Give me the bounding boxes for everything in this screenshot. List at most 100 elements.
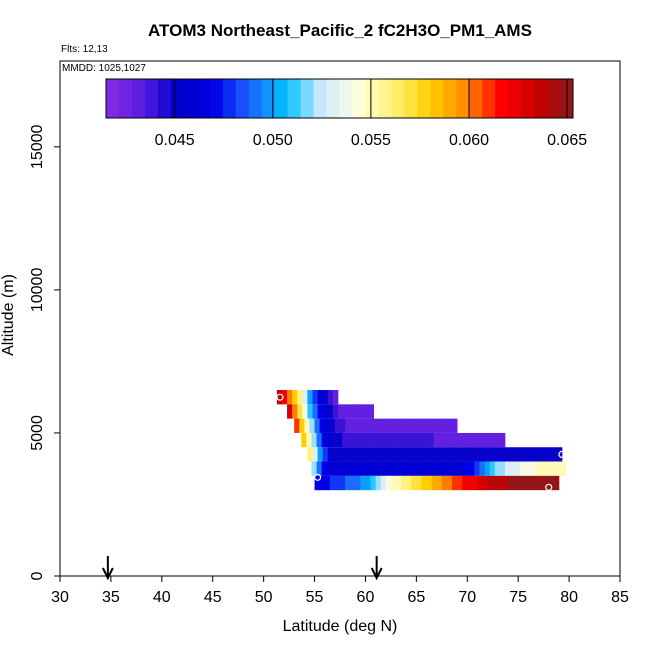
heatmap-cell	[469, 461, 475, 476]
colorbar-segment	[495, 79, 509, 118]
heatmap-cell	[553, 475, 560, 491]
heatmap-cell	[511, 447, 517, 462]
heatmap-cell	[302, 390, 308, 405]
heatmap-cell	[378, 447, 385, 462]
heatmap-cell	[401, 418, 407, 433]
heatmap-cell	[497, 475, 504, 491]
heatmap-cell	[494, 432, 501, 448]
heatmap-cell	[321, 461, 328, 476]
heatmap-cell	[377, 461, 384, 476]
heatmap-cell	[495, 447, 502, 462]
heatmap-cell	[363, 447, 369, 462]
colorbar-tick-label: 0.065	[547, 132, 587, 149]
heatmap-cell	[312, 390, 318, 405]
heatmap-cell	[460, 447, 466, 462]
colorbar-segment	[106, 79, 120, 118]
heatmap-cell	[469, 432, 475, 448]
heatmap-cell	[533, 475, 539, 491]
heatmap-cell	[520, 461, 526, 476]
heatmap-cell	[372, 461, 379, 476]
latitude-arrows	[101, 556, 383, 581]
heatmap-cell	[528, 475, 534, 491]
heatmap-cell	[304, 418, 310, 433]
x-tick-label: 30	[51, 589, 69, 606]
y-tick-label: 15000	[29, 124, 46, 169]
colorbar-segment	[534, 79, 548, 118]
heatmap-cell	[319, 418, 326, 433]
colorbar-segment	[274, 79, 289, 118]
x-tick-label: 85	[611, 589, 629, 606]
heatmap-cell	[347, 432, 353, 448]
heatmap-cell	[479, 432, 485, 448]
heatmap-cell	[340, 418, 346, 433]
heatmap-cell	[459, 432, 465, 448]
heatmap-cell	[343, 404, 349, 419]
heatmap-cell	[327, 390, 334, 405]
heatmap-cell	[396, 418, 402, 433]
heatmap-cell	[439, 447, 446, 462]
heatmap-cell	[312, 447, 318, 462]
colorbar-segment	[521, 79, 535, 118]
x-tick-label: 45	[204, 589, 222, 606]
heatmap-cell	[502, 475, 509, 491]
heatmap-cell	[329, 418, 336, 433]
heatmap-cell	[413, 432, 419, 448]
heatmap-cell	[413, 461, 419, 476]
colorbar-frame	[105, 78, 574, 119]
colorbar-segment	[482, 79, 496, 118]
heatmap-cell	[406, 418, 412, 433]
heatmap-cell	[306, 432, 312, 448]
heatmap-cell	[454, 432, 460, 448]
colorbar-segment	[378, 79, 392, 118]
heatmap-cell	[436, 475, 443, 491]
heatmap-cell	[443, 432, 450, 448]
heatmap-cell	[399, 447, 405, 462]
colorbar-segment	[547, 79, 561, 118]
y-tick-label: 0	[29, 571, 46, 580]
heatmap-cell	[479, 461, 485, 476]
heatmap-cell	[474, 432, 480, 448]
heatmap-cell	[393, 447, 400, 462]
heatmap-cell	[504, 461, 511, 476]
heatmap-cell	[411, 418, 417, 433]
heatmap-cell	[555, 461, 562, 476]
heatmap-cell	[362, 461, 368, 476]
colorbar-segment	[469, 79, 483, 118]
heatmap-cell	[357, 432, 363, 448]
heatmap-cell	[475, 447, 481, 462]
heatmap-cell	[388, 447, 395, 462]
heatmap-cell	[331, 461, 338, 476]
heatmap-cell	[332, 390, 339, 405]
heatmap-cell	[327, 404, 334, 419]
heatmap-cell	[352, 432, 358, 448]
colorbar-tick-labels: 0.045 0.050 0.055 0.060 0.065	[155, 132, 588, 149]
heatmap-cell	[494, 461, 501, 476]
heatmap-cell	[431, 418, 438, 433]
x-tick-label: 55	[306, 589, 324, 606]
heatmap-cell	[485, 447, 492, 462]
heatmap-cell	[408, 432, 414, 448]
colorbar-segment	[417, 79, 431, 118]
colorbar-segment	[443, 79, 457, 118]
chart-title: ATOM3 Northeast_Pacific_2 fC2H3O_PM1_AMS	[148, 21, 532, 40]
y-axis: 0 5000 10000 15000	[29, 124, 60, 580]
heatmap-cell	[441, 418, 448, 433]
heatmap-cell	[345, 418, 351, 433]
heatmap-cell	[332, 447, 339, 462]
flights-label: Flts: 12,13	[61, 44, 108, 55]
heatmap-cell	[340, 475, 346, 491]
x-axis: 30 35 40 45 50 55 60 65 70 75 80 85	[51, 576, 629, 606]
heatmap-cell	[324, 475, 331, 491]
colorbar-segment	[456, 79, 470, 118]
heatmap-cell	[372, 432, 379, 448]
heatmap-cell	[398, 461, 404, 476]
x-tick-label: 70	[458, 589, 476, 606]
heatmap-cell	[429, 447, 436, 462]
heatmap-cell	[365, 418, 371, 433]
latitude-arrow	[101, 556, 114, 581]
heatmap-cell	[380, 475, 387, 491]
x-tick-label: 65	[407, 589, 425, 606]
heatmap-cell	[342, 432, 348, 448]
heatmap-cell	[348, 404, 354, 419]
colorbar-segment	[170, 79, 185, 118]
